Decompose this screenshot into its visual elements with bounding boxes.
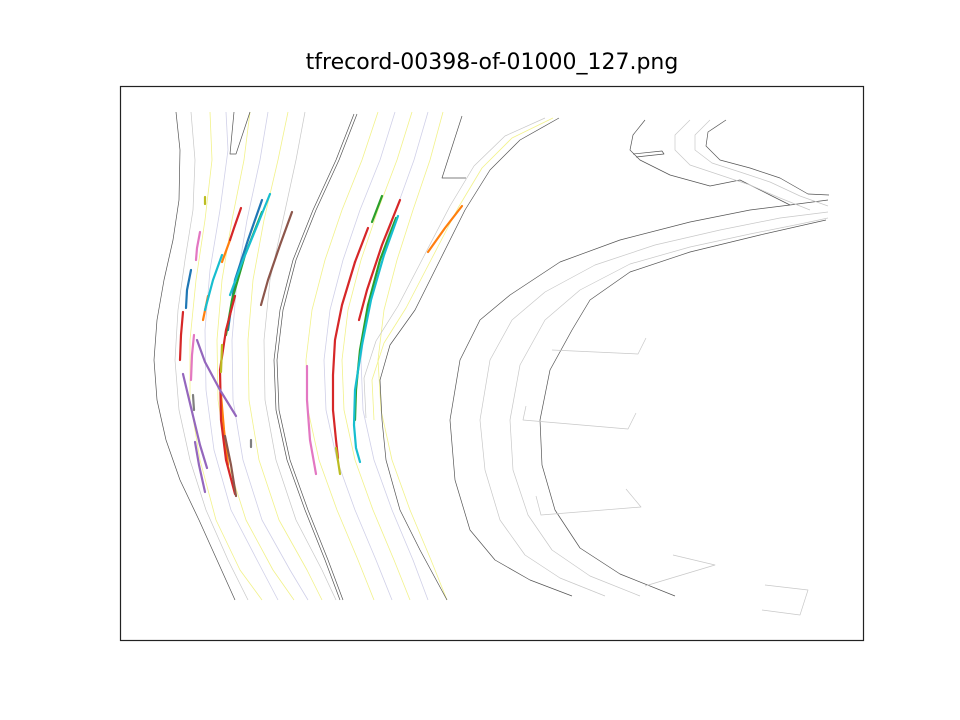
trajectory-14 bbox=[331, 260, 357, 460]
map-lane-center-10 bbox=[305, 111, 379, 601]
trajectory-28 bbox=[228, 192, 272, 297]
trajectory-15 bbox=[195, 338, 238, 418]
trajectory-16 bbox=[181, 372, 209, 470]
trajectory-10 bbox=[178, 310, 185, 362]
trajectory-4 bbox=[219, 393, 230, 467]
map-road-line-7 bbox=[263, 111, 337, 601]
trajectory-22 bbox=[189, 333, 196, 382]
trajectory-2 bbox=[220, 238, 232, 264]
map-lane-center-12 bbox=[341, 111, 413, 601]
map-lane-alt-13 bbox=[360, 111, 429, 601]
trajectory-20 bbox=[194, 230, 202, 262]
map-road-edge-0 bbox=[153, 111, 236, 601]
trajectory-9 bbox=[228, 206, 243, 242]
map-lane-center-6 bbox=[247, 111, 323, 601]
trajectory-29 bbox=[203, 253, 224, 312]
trajectory-17 bbox=[193, 440, 207, 494]
trajectory-12 bbox=[353, 226, 370, 264]
map-road-edge-9 bbox=[276, 113, 358, 601]
trajectory-21 bbox=[305, 364, 318, 476]
map-road-edge-20 bbox=[449, 199, 829, 597]
map-lane-center-4 bbox=[216, 111, 295, 601]
map-road-line-18 bbox=[363, 117, 546, 419]
trajectory-26 bbox=[334, 446, 342, 476]
map-road-edge-24 bbox=[629, 119, 791, 206]
map-road-line-33 bbox=[761, 584, 809, 616]
chart-title: tfrecord-00398-of-01000_127.png bbox=[305, 50, 679, 75]
map-road-line-1 bbox=[174, 111, 249, 601]
map-road-line-32 bbox=[644, 554, 716, 587]
map-road-line-21 bbox=[479, 211, 829, 597]
trajectory-layer bbox=[178, 192, 464, 498]
trajectory-27 bbox=[219, 343, 224, 374]
trajectory-19 bbox=[223, 434, 238, 498]
map-lane-center-14 bbox=[377, 111, 448, 601]
trajectory-7 bbox=[370, 194, 384, 224]
map-road-line-22 bbox=[509, 217, 829, 597]
map-road-edge-23 bbox=[539, 219, 827, 597]
map-road-line-29 bbox=[551, 337, 647, 355]
axes-frame bbox=[119, 85, 865, 642]
trajectory-24 bbox=[191, 393, 196, 412]
map-lane-alt-3 bbox=[204, 111, 279, 601]
map-layer bbox=[153, 111, 830, 616]
map-road-line-27 bbox=[694, 119, 829, 207]
map-lane-center-2 bbox=[189, 111, 263, 601]
trajectory-1 bbox=[226, 198, 264, 332]
trajectory-11 bbox=[218, 294, 237, 496]
map-road-edge-28 bbox=[705, 119, 830, 196]
map-road-edge-19 bbox=[229, 111, 251, 155]
map-lane-alt-5 bbox=[231, 111, 309, 601]
map-road-edge-25 bbox=[632, 150, 665, 158]
map-road-line-30 bbox=[522, 405, 637, 430]
map-lane-center-17 bbox=[371, 117, 554, 421]
map-road-edge-8 bbox=[273, 113, 355, 601]
trajectory-30 bbox=[352, 214, 400, 464]
map-road-edge-15 bbox=[441, 115, 466, 179]
map-lane-alt-11 bbox=[323, 111, 396, 601]
map-road-line-31 bbox=[535, 488, 642, 516]
trajectory-13 bbox=[357, 198, 402, 322]
map-road-line-26 bbox=[674, 119, 811, 211]
map-road-edge-16 bbox=[379, 117, 560, 601]
trajectory-5 bbox=[426, 204, 464, 254]
trajectory-18 bbox=[259, 210, 294, 307]
trajectory-6 bbox=[224, 210, 264, 337]
trajectory-0 bbox=[184, 268, 193, 310]
